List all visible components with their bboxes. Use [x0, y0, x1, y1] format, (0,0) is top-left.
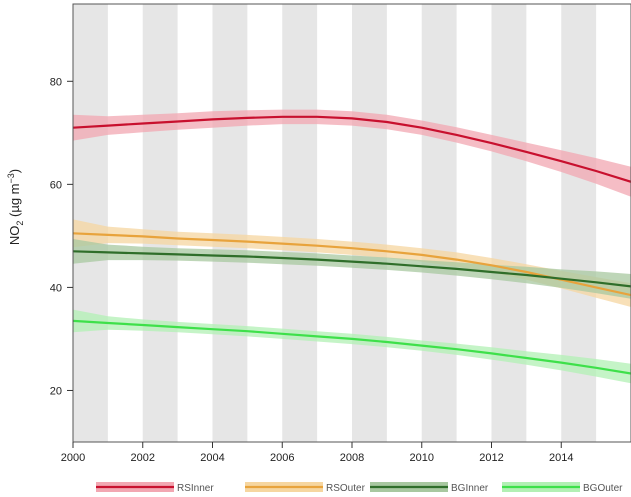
series-band-rsinner — [73, 109, 631, 197]
series-band-bgouter — [73, 309, 631, 384]
shaded-year-band — [561, 4, 597, 442]
shaded-year-band — [282, 4, 318, 442]
y-axis-title-unit-exponent: −3 — [6, 173, 16, 183]
x-tick-label: 2004 — [200, 452, 224, 464]
y-axis-title-unit-close: ) — [7, 169, 22, 173]
x-tick-label: 2002 — [131, 452, 155, 464]
series-band-bginner — [73, 239, 631, 299]
x-tick-label: 2014 — [549, 452, 573, 464]
shaded-year-band — [142, 4, 178, 442]
legend-label-bgouter: BGOuter — [583, 483, 623, 494]
shaded-year-band — [212, 4, 248, 442]
shaded-year-band — [491, 4, 527, 442]
x-tick-label: 2008 — [340, 452, 364, 464]
legend-label-bginner: BGInner — [451, 483, 489, 494]
y-axis: 20 40 60 80 — [50, 76, 73, 397]
y-tick-label: 80 — [50, 76, 62, 88]
x-tick-label: 2010 — [410, 452, 434, 464]
series-line-bgouter — [72, 319, 631, 375]
shaded-year-bands — [73, 4, 597, 442]
y-tick-label: 60 — [50, 179, 62, 191]
y-tick-label: 40 — [50, 282, 62, 294]
series-line-rsinner — [72, 115, 631, 183]
legend: RSInner RSOuter BGInner BGOuter — [96, 482, 623, 494]
x-tick-label: 2006 — [270, 452, 294, 464]
series-band-rsouter — [73, 219, 631, 307]
confidence-bands — [73, 109, 631, 384]
y-axis-title: NO2 (µg m−3) — [6, 169, 25, 245]
series-line-bginner — [72, 250, 631, 288]
x-axis: 2000 2002 2004 2006 2008 2010 2012 2014 — [61, 442, 573, 464]
x-tick-label: 2012 — [479, 452, 503, 464]
x-tick-label: 2000 — [61, 452, 85, 464]
series-line-rsouter — [72, 232, 631, 297]
y-axis-title-main: NO — [7, 226, 22, 246]
legend-label-rsouter: RSOuter — [326, 483, 366, 494]
y-tick-label: 20 — [50, 385, 62, 397]
shaded-year-band — [421, 4, 457, 442]
shaded-year-band — [352, 4, 387, 442]
y-axis-title-subscript: 2 — [15, 221, 25, 226]
series-lines — [72, 115, 631, 375]
legend-label-rsinner: RSInner — [177, 483, 214, 494]
y-axis-title-unit: (µg m — [7, 183, 22, 220]
